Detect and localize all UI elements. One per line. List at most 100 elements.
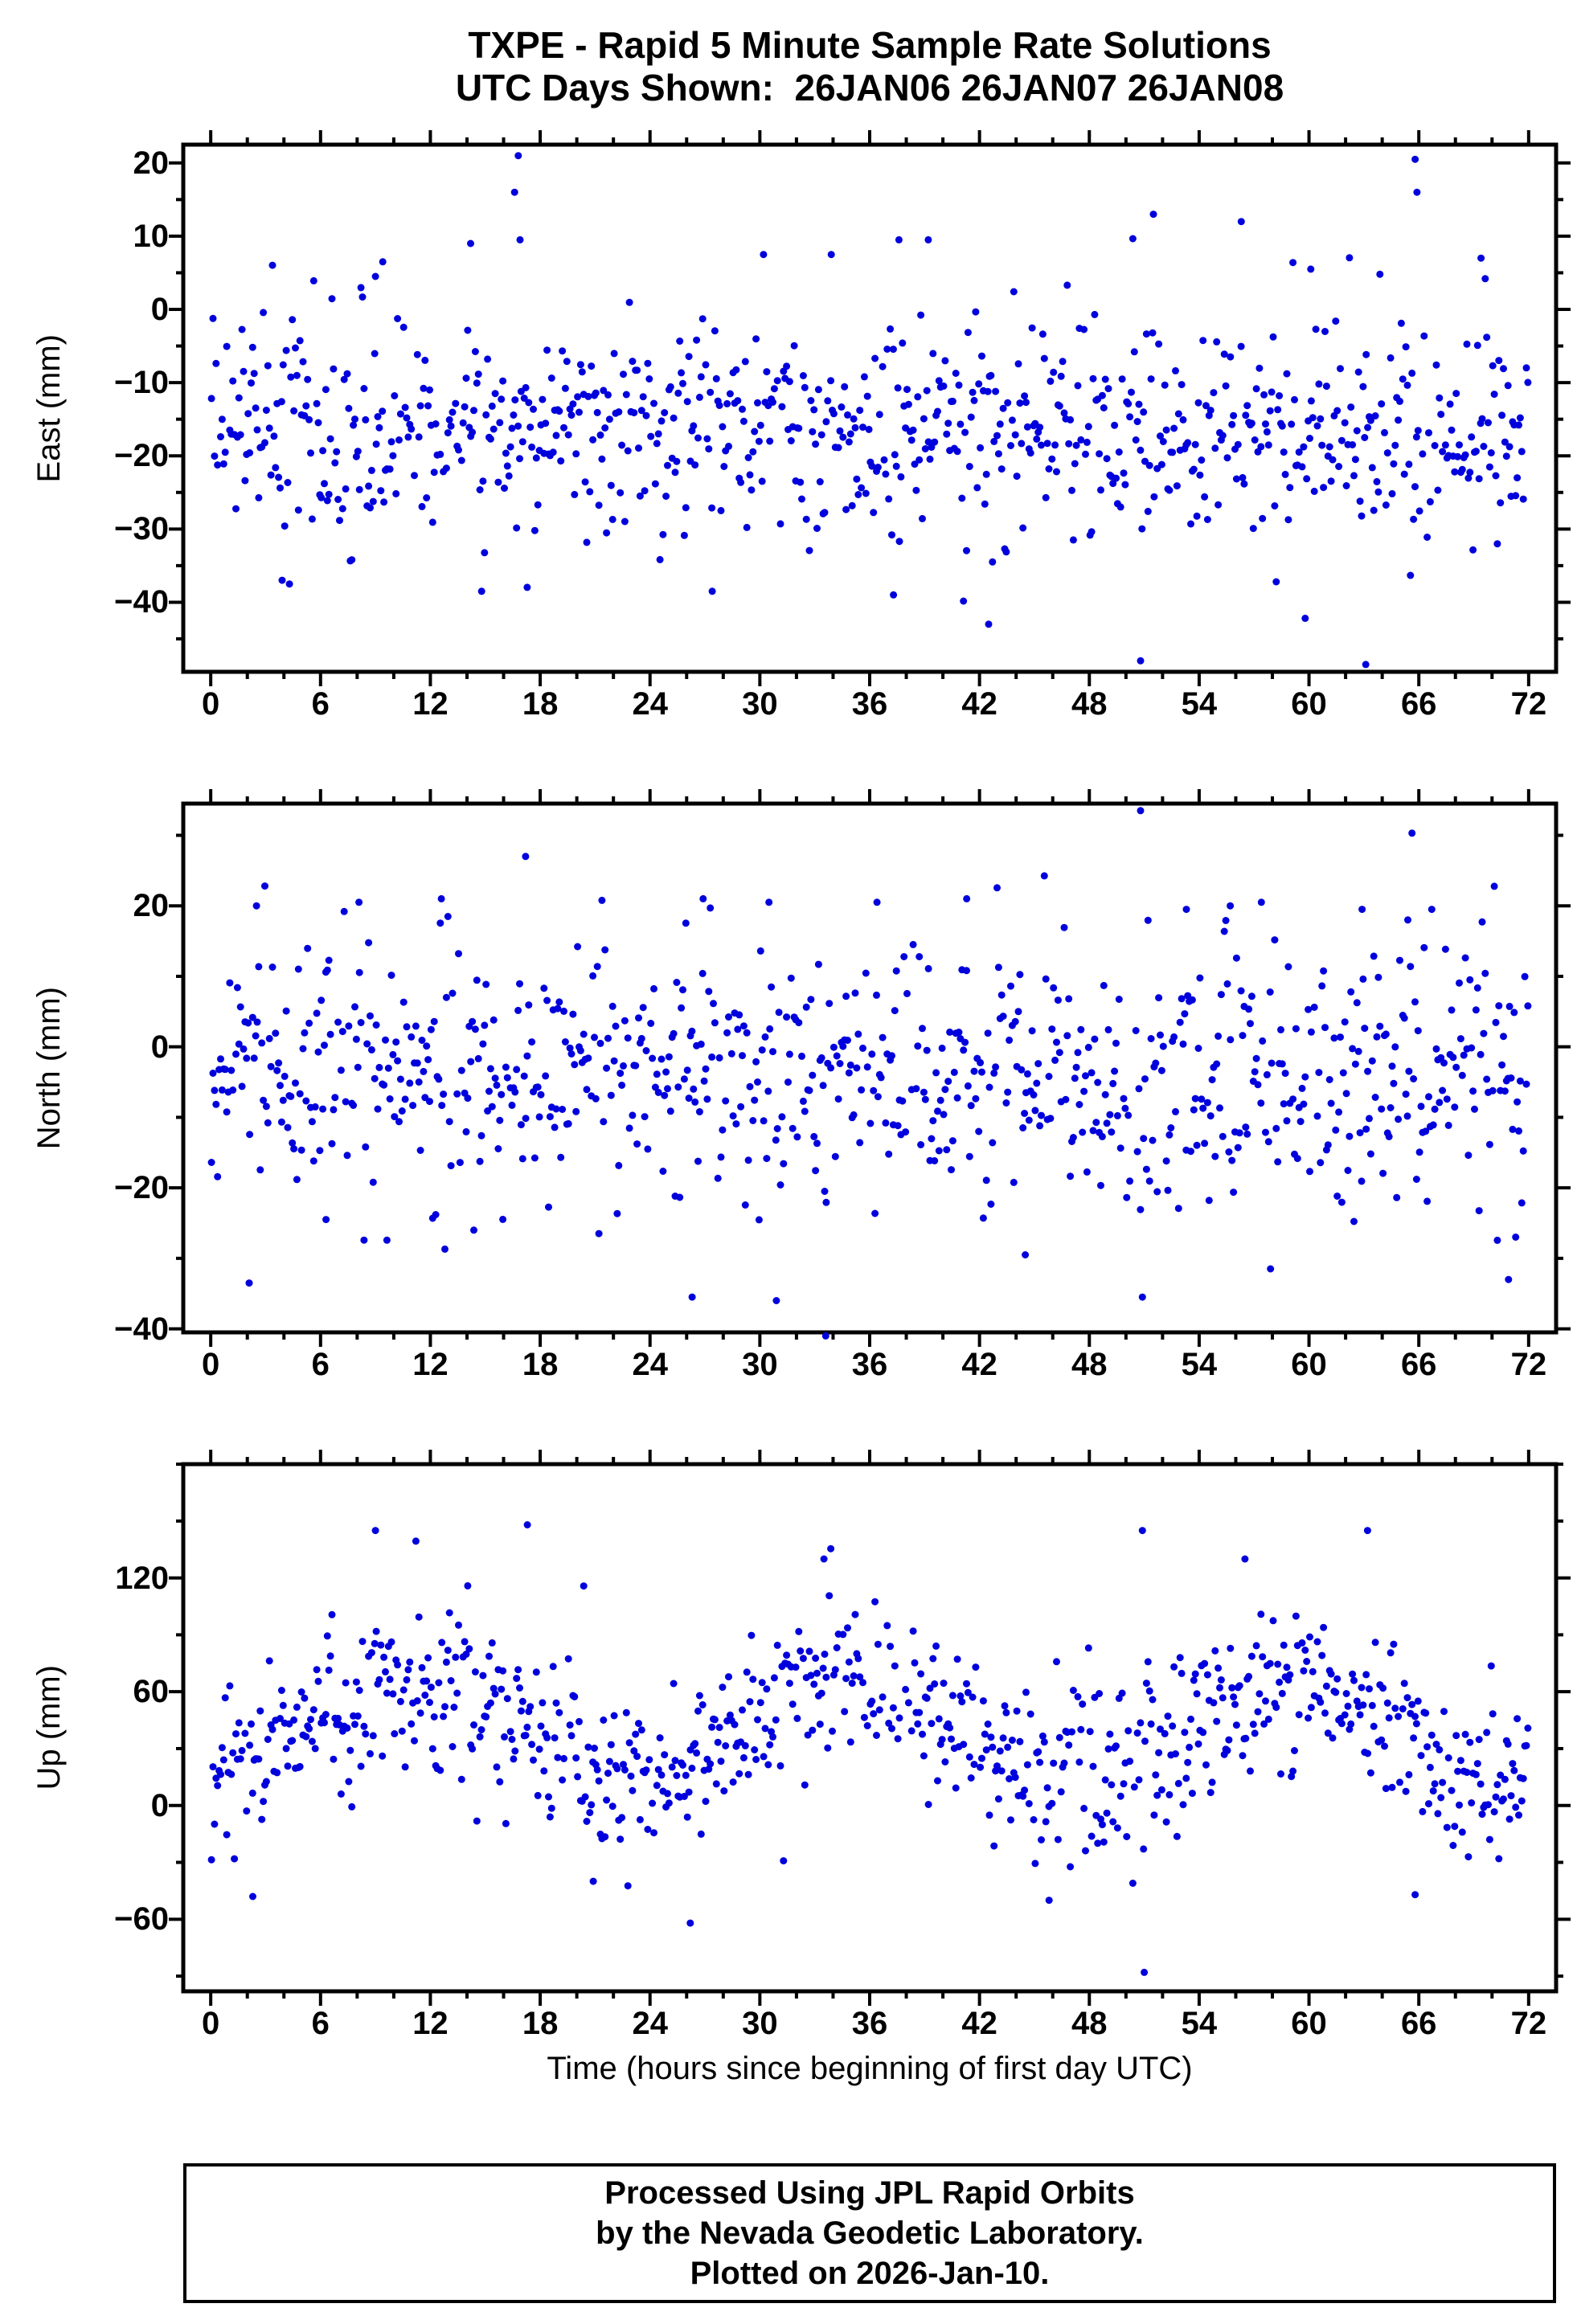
data-point [333, 448, 341, 456]
data-point [1504, 382, 1512, 390]
data-point [1101, 1090, 1109, 1099]
data-point [1086, 1728, 1094, 1736]
data-point [1383, 449, 1391, 457]
data-point [635, 444, 642, 452]
data-point [418, 1037, 426, 1044]
data-point [1004, 1743, 1012, 1751]
data-point [449, 1743, 457, 1750]
data-point [322, 386, 330, 394]
data-point [1141, 1968, 1149, 1976]
data-point [1096, 450, 1104, 458]
data-point [1201, 493, 1209, 501]
data-point [1376, 270, 1384, 278]
data-point [1315, 1069, 1323, 1077]
data-point [662, 1068, 670, 1076]
data-point [304, 944, 312, 952]
data-point [1405, 1067, 1413, 1075]
data-point [436, 919, 444, 927]
data-point [1174, 1779, 1182, 1787]
data-point [557, 1153, 565, 1161]
data-point [1096, 1690, 1104, 1697]
data-point [992, 1063, 1000, 1071]
data-point [873, 991, 880, 999]
data-point [1505, 1815, 1514, 1823]
data-point [842, 1675, 850, 1683]
data-point [379, 1752, 387, 1760]
data-point [1217, 1676, 1225, 1684]
data-point [1337, 1720, 1346, 1728]
data-point [1354, 1047, 1362, 1055]
data-point [1220, 927, 1228, 935]
data-point [1284, 963, 1292, 971]
data-point [355, 485, 363, 493]
data-point [1321, 328, 1329, 335]
data-point [1178, 995, 1186, 1003]
data-point [268, 964, 276, 971]
data-point [1159, 438, 1167, 445]
data-point [1489, 1710, 1497, 1718]
data-point [953, 1655, 961, 1663]
x-tick-label: 66 [1400, 2006, 1437, 2041]
data-point [343, 1152, 351, 1160]
data-point [498, 395, 506, 403]
data-point [1510, 1009, 1518, 1017]
data-point [423, 494, 431, 501]
data-point [272, 1029, 280, 1037]
data-point [1019, 1792, 1027, 1800]
data-point [1281, 470, 1289, 478]
data-point [281, 1072, 289, 1080]
data-point [476, 1733, 484, 1741]
data-point [1324, 1141, 1332, 1149]
data-point [1075, 1758, 1083, 1766]
data-point [1069, 1687, 1077, 1694]
data-point [1425, 1800, 1432, 1808]
data-point [233, 984, 241, 992]
data-point [319, 447, 327, 455]
data-point [305, 415, 313, 423]
data-point [1193, 512, 1201, 520]
data-point [1140, 408, 1148, 416]
data-point [334, 1018, 342, 1026]
data-point [653, 1070, 661, 1078]
data-point [739, 1706, 746, 1714]
data-point [1307, 1704, 1315, 1712]
data-point [1437, 1054, 1445, 1062]
data-point [848, 501, 856, 509]
data-point [1182, 1774, 1190, 1782]
data-point [763, 368, 771, 376]
data-point [325, 956, 333, 964]
data-point [1074, 1049, 1082, 1057]
data-point [920, 1752, 928, 1760]
data-point [963, 894, 971, 902]
data-point [1054, 1835, 1062, 1843]
y-tick-label: −30 [114, 511, 169, 547]
data-point [1271, 936, 1279, 944]
data-point [1388, 1783, 1396, 1791]
data-point [673, 457, 681, 465]
data-point [659, 530, 667, 538]
data-point [712, 374, 720, 383]
data-point [1112, 1039, 1120, 1047]
data-point [260, 1096, 268, 1104]
data-point [607, 1741, 615, 1749]
data-point [1332, 1688, 1340, 1696]
data-point [679, 379, 686, 387]
data-point [513, 1675, 521, 1683]
data-point [603, 1796, 611, 1804]
data-point [978, 1068, 985, 1076]
data-point [642, 1766, 650, 1774]
data-point [904, 400, 912, 408]
data-point [564, 1119, 572, 1127]
data-point [647, 432, 655, 440]
data-point [337, 1790, 345, 1798]
data-point [1014, 1008, 1022, 1016]
data-point [1038, 1111, 1045, 1119]
data-point [741, 358, 749, 366]
data-point [932, 1069, 940, 1077]
data-point [708, 1053, 716, 1061]
data-point [1280, 1641, 1288, 1649]
data-point [1504, 1740, 1512, 1748]
data-point [1510, 1766, 1518, 1774]
data-point [705, 988, 713, 996]
data-point [926, 455, 934, 463]
